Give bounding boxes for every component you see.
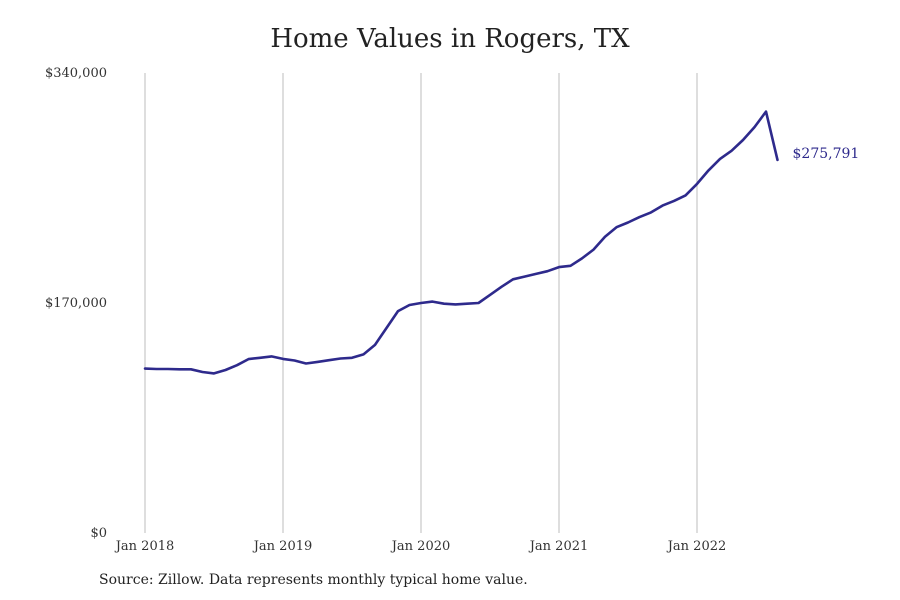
series-layer: $275,791 xyxy=(143,110,860,375)
source-note: Source: Zillow. Data represents monthly … xyxy=(99,572,528,588)
end-value-label: $275,791 xyxy=(793,146,860,162)
x-tick-label: Jan 2018 xyxy=(114,539,175,554)
x-tick-label: Jan 2020 xyxy=(390,539,451,554)
x-tick-label: Jan 2019 xyxy=(252,539,313,554)
y-axis-ticks: $0 $170,000 $340,000 xyxy=(45,66,107,541)
y-tick-label: $170,000 xyxy=(45,296,107,311)
series-line xyxy=(143,110,779,375)
chart-title: Home Values in Rogers, TX xyxy=(270,24,630,54)
x-axis-ticks: Jan 2018 Jan 2019 Jan 2020 Jan 2021 Jan 2022 xyxy=(114,539,727,554)
x-tick-label: Jan 2021 xyxy=(528,539,589,554)
y-tick-label: $340,000 xyxy=(45,66,107,81)
y-tick-label: $0 xyxy=(90,526,107,541)
x-tick-label: Jan 2022 xyxy=(666,539,727,554)
